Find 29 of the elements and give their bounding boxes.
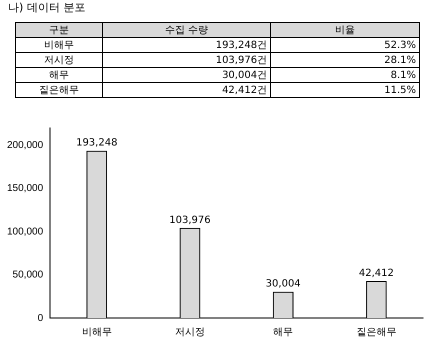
y-tick-label: 150,000: [6, 183, 44, 194]
text: 28.1%: [270, 52, 420, 68]
y-tick-label: 200,000: [6, 140, 44, 152]
text: 8.1%: [270, 68, 420, 82]
text: 11.5%: [270, 82, 420, 98]
text: 수집 수량: [102, 22, 271, 38]
text: 42,412건: [102, 82, 271, 98]
data-label: 30,004: [266, 278, 301, 290]
x-tick-label: 짙은해무: [356, 326, 396, 338]
text: 103,976건: [102, 52, 271, 68]
x-tick-label: 비해무: [82, 326, 112, 338]
x-tick-label: 저시정: [174, 326, 205, 338]
text: 저시정: [16, 52, 102, 68]
x-tick-label: 해무: [273, 326, 294, 338]
text: 비해무: [16, 38, 102, 52]
text: 구분: [16, 22, 102, 38]
text: 193,248건: [102, 38, 271, 52]
chart-title: 나) 데이터 분포: [8, 0, 86, 15]
text: 짙은해무: [16, 82, 102, 98]
data-label: 103,976: [169, 214, 211, 226]
data-label: 42,412: [358, 268, 394, 279]
text: 30,004건: [102, 68, 271, 82]
text: 해무: [16, 68, 102, 82]
y-tick-label: 50,000: [12, 270, 44, 281]
y-tick-label: 0: [38, 312, 44, 324]
text: 52.3%: [270, 38, 420, 52]
text: 비율: [270, 22, 420, 38]
data-label: 193,248: [76, 138, 118, 149]
y-tick-label: 100,000: [6, 226, 44, 238]
